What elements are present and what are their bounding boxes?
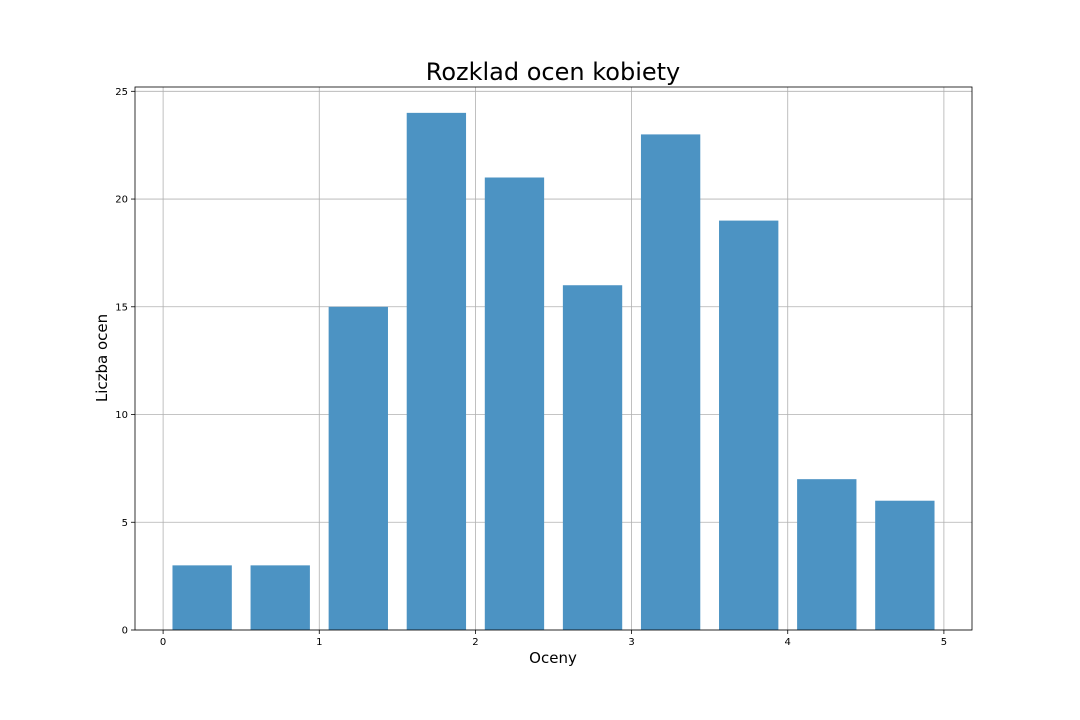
y-tick-label-5: 25 <box>115 87 128 98</box>
bar-1 <box>250 565 310 630</box>
bar-8 <box>797 479 857 630</box>
x-tick-label-5: 5 <box>941 637 947 648</box>
bar-4 <box>484 177 545 630</box>
y-tick-label-0: 0 <box>122 626 128 637</box>
x-axis-label: Oceny <box>529 649 577 667</box>
bar-0 <box>172 565 232 630</box>
y-tick-label-2: 10 <box>115 410 128 421</box>
x-tick-label-3: 3 <box>628 637 634 648</box>
x-tick-label-4: 4 <box>785 637 791 648</box>
bar-7 <box>719 220 779 630</box>
x-tick-label-1: 1 <box>316 637 322 648</box>
x-tick-label-2: 2 <box>472 637 478 648</box>
y-tick-label-1: 5 <box>122 518 128 529</box>
plot-frame <box>134 86 973 631</box>
bar-2 <box>328 306 388 630</box>
y-tick-label-3: 15 <box>115 302 128 313</box>
bar-3 <box>406 112 467 631</box>
bar-9 <box>875 500 935 630</box>
y-tick-label-4: 20 <box>115 195 128 206</box>
x-tick-label-0: 0 <box>160 637 166 648</box>
y-axis-label: Liczba ocen <box>93 314 111 402</box>
chart-title: Rozklad ocen kobiety <box>426 58 681 86</box>
bars <box>172 112 935 631</box>
bar-5 <box>562 285 623 630</box>
axis-ticks: 0 1 2 3 4 5 0 5 10 15 20 25 <box>115 87 947 648</box>
bar-6 <box>640 134 701 630</box>
